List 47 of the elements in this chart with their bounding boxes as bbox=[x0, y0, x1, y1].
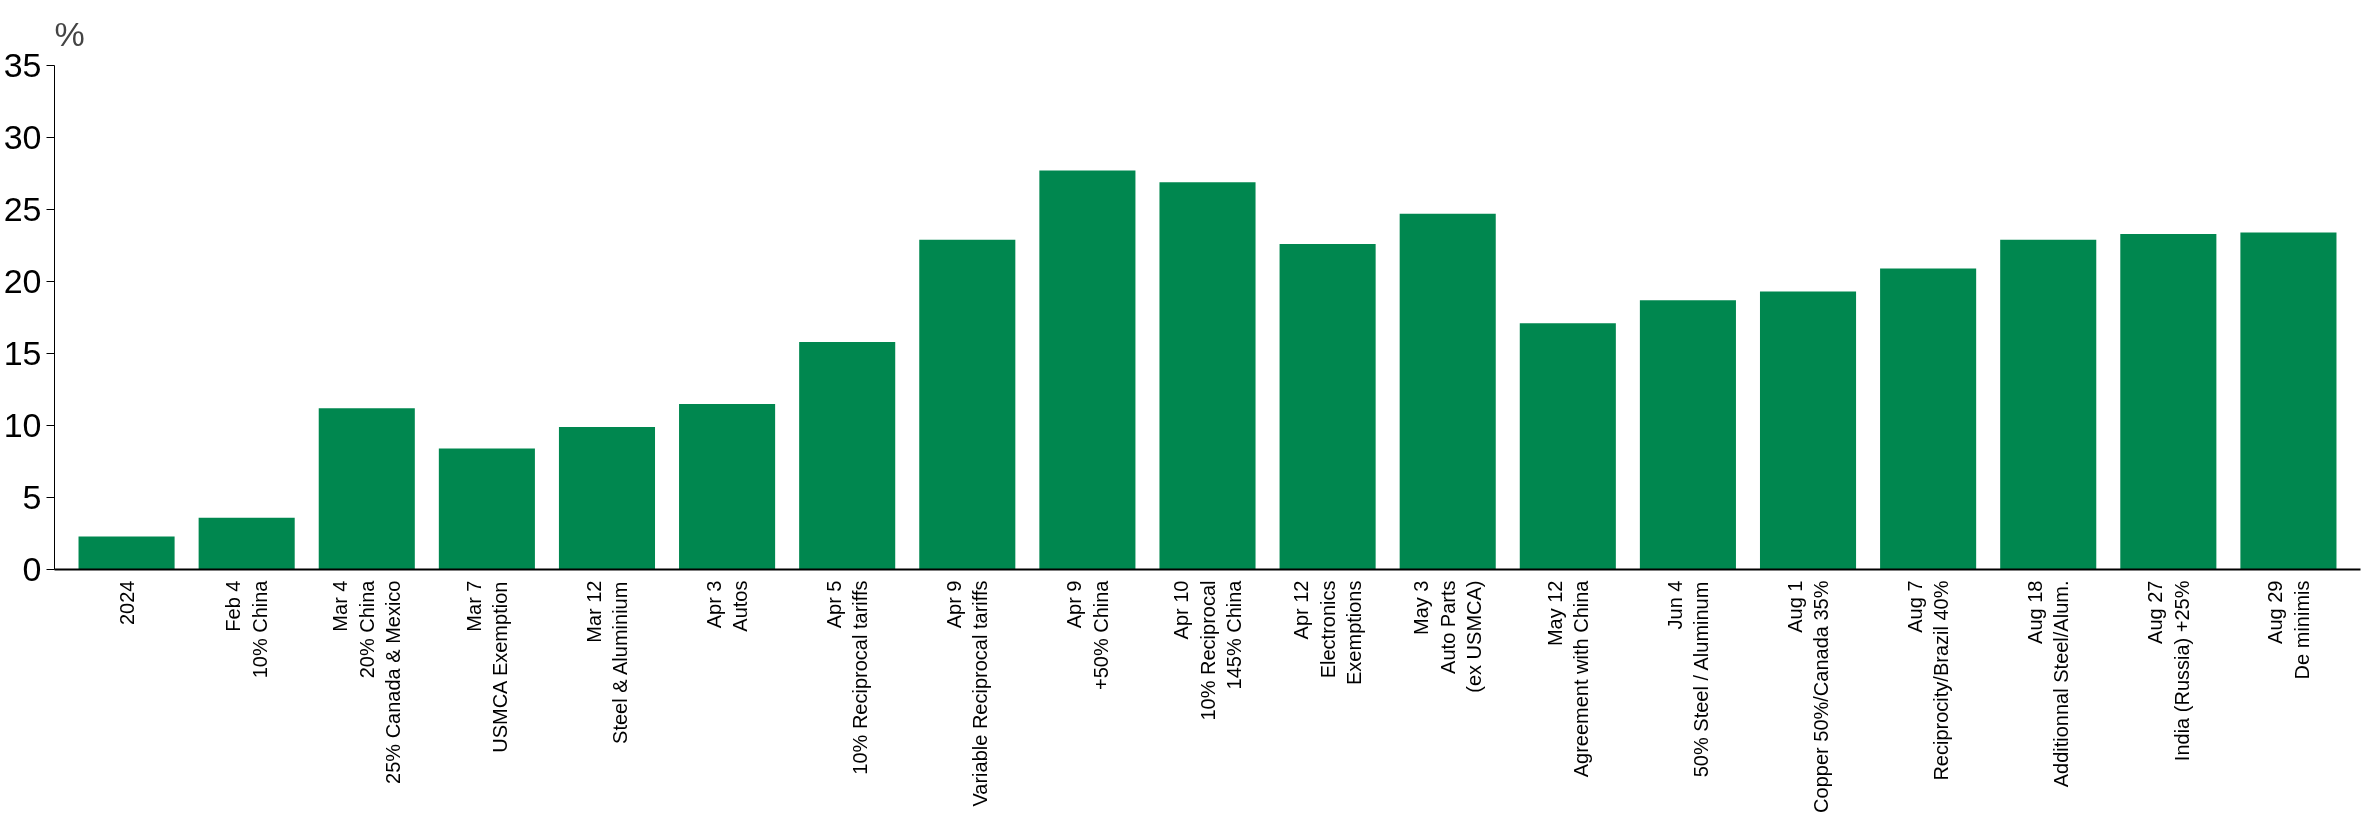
x-tick-label: Apr 3 Autos bbox=[702, 580, 752, 632]
bar bbox=[1519, 323, 1616, 570]
y-tick-label: 0 bbox=[22, 550, 42, 588]
y-tick-label: 35 bbox=[3, 46, 42, 84]
x-tick-label: Apr 9 Variable Reciprocal tariffs bbox=[943, 580, 992, 807]
x-tick-label: Mar 4 20% China 25% Canada & Mexico bbox=[329, 579, 405, 784]
x-tick-label: 2024 bbox=[115, 580, 138, 625]
x-tick-label: May 3 Auto Parts (ex USMCA) bbox=[1410, 580, 1486, 693]
bar bbox=[198, 517, 295, 570]
y-axis-title: % bbox=[54, 15, 85, 53]
y-tick-label: 30 bbox=[3, 118, 42, 156]
x-tick-label: Jun 4 50% Steel / Aluminum bbox=[1663, 580, 1713, 778]
x-tick-label: Aug 29 De minimis bbox=[2264, 580, 2313, 680]
bar bbox=[1759, 291, 1857, 570]
bar bbox=[438, 448, 535, 570]
x-tick-label: May 12 Agreement with China bbox=[1543, 579, 1593, 778]
x-tick-label: Feb 4 10% China bbox=[222, 579, 271, 679]
x-tick-label: Aug 1 Copper 50%/Canada 35% bbox=[1783, 580, 1833, 813]
x-tick-label: Apr 5 10% Reciprocal tariffs bbox=[822, 580, 872, 775]
bar bbox=[919, 239, 1016, 570]
x-tick-label: Apr 12 Electronics Exemptions bbox=[1290, 580, 1365, 685]
bar bbox=[679, 403, 776, 570]
bar bbox=[1880, 268, 1977, 570]
y-tick-label: 15 bbox=[3, 334, 42, 372]
bar bbox=[2240, 232, 2337, 570]
y-tick-label: 10 bbox=[3, 406, 42, 444]
y-tick-label: 5 bbox=[22, 478, 42, 516]
bar bbox=[2000, 239, 2097, 570]
bar bbox=[78, 536, 175, 570]
bar bbox=[1039, 170, 1136, 570]
bar bbox=[1399, 213, 1496, 570]
x-tick-label: Mar 7 USMCA Exemption bbox=[462, 580, 512, 753]
bar bbox=[2120, 233, 2217, 570]
x-tick-label: Apr 9 +50% China bbox=[1063, 579, 1112, 691]
x-tick-label: Mar 12 Steel & Aluminium bbox=[582, 580, 632, 744]
y-tick-label: 25 bbox=[3, 190, 42, 228]
bar bbox=[1159, 182, 1256, 570]
bar bbox=[318, 408, 415, 570]
bar bbox=[1639, 300, 1736, 570]
x-tick-label: Apr 10 10% Reciprocal 145% China bbox=[1170, 579, 1245, 721]
bar bbox=[799, 341, 896, 570]
y-tick-label: 20 bbox=[3, 262, 42, 300]
x-tick-label: Aug 18 Additionnal Steel/Alum. bbox=[2024, 580, 2073, 788]
bar bbox=[558, 426, 656, 570]
x-tick-label: Aug 27 India (Russia) +25% bbox=[2144, 580, 2193, 762]
bar bbox=[1279, 244, 1376, 570]
x-tick-label: Aug 7 Reciprocity/Brazil 40% bbox=[1903, 580, 1953, 781]
